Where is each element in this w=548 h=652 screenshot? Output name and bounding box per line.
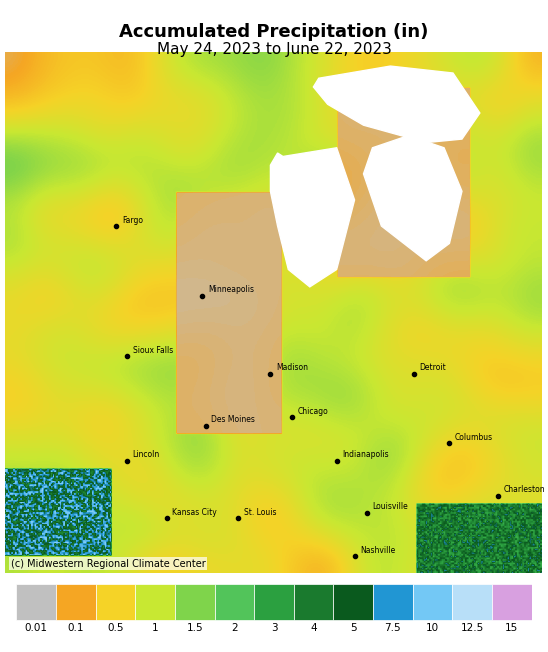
Text: Lincoln: Lincoln bbox=[133, 451, 160, 459]
Bar bbox=[254, 584, 294, 619]
Text: Fargo: Fargo bbox=[122, 216, 143, 224]
Polygon shape bbox=[363, 136, 462, 261]
Text: Chicago: Chicago bbox=[297, 407, 328, 416]
Text: (c) Midwestern Regional Climate Center: (c) Midwestern Regional Climate Center bbox=[11, 559, 206, 569]
Text: 2: 2 bbox=[231, 623, 238, 634]
Text: Louisville: Louisville bbox=[373, 503, 408, 511]
Text: 1: 1 bbox=[152, 623, 158, 634]
Text: 0.5: 0.5 bbox=[107, 623, 124, 634]
Text: 12.5: 12.5 bbox=[460, 623, 484, 634]
Text: 10: 10 bbox=[426, 623, 439, 634]
Bar bbox=[16, 584, 56, 619]
Text: Charleston: Charleston bbox=[503, 485, 545, 494]
Text: 7.5: 7.5 bbox=[385, 623, 401, 634]
Text: Kansas City: Kansas City bbox=[172, 508, 216, 516]
Bar bbox=[175, 584, 215, 619]
Bar bbox=[452, 584, 492, 619]
Text: Columbus: Columbus bbox=[455, 433, 493, 442]
Text: 5: 5 bbox=[350, 623, 357, 634]
Bar bbox=[492, 584, 532, 619]
Text: 0.1: 0.1 bbox=[67, 623, 84, 634]
Text: 4: 4 bbox=[310, 623, 317, 634]
Text: Accumulated Precipitation (in): Accumulated Precipitation (in) bbox=[119, 23, 429, 41]
Bar bbox=[215, 584, 254, 619]
Text: Madison: Madison bbox=[276, 363, 308, 372]
Text: 1.5: 1.5 bbox=[186, 623, 203, 634]
Text: Minneapolis: Minneapolis bbox=[208, 285, 254, 294]
Bar bbox=[294, 584, 333, 619]
Text: May 24, 2023 to June 22, 2023: May 24, 2023 to June 22, 2023 bbox=[157, 42, 391, 57]
Text: 0.01: 0.01 bbox=[25, 623, 48, 634]
Bar bbox=[373, 584, 413, 619]
Text: 15: 15 bbox=[505, 623, 518, 634]
Text: Des Moines: Des Moines bbox=[212, 415, 255, 424]
Bar bbox=[96, 584, 135, 619]
Bar bbox=[333, 584, 373, 619]
Text: Detroit: Detroit bbox=[419, 363, 446, 372]
Polygon shape bbox=[270, 148, 355, 287]
Text: 3: 3 bbox=[271, 623, 277, 634]
Text: Indianapolis: Indianapolis bbox=[342, 451, 389, 459]
Bar bbox=[56, 584, 96, 619]
Text: Nashville: Nashville bbox=[360, 546, 395, 555]
Text: Sioux Falls: Sioux Falls bbox=[133, 346, 173, 355]
Bar bbox=[135, 584, 175, 619]
Bar bbox=[413, 584, 452, 619]
Text: St. Louis: St. Louis bbox=[243, 508, 276, 516]
Polygon shape bbox=[313, 66, 480, 143]
